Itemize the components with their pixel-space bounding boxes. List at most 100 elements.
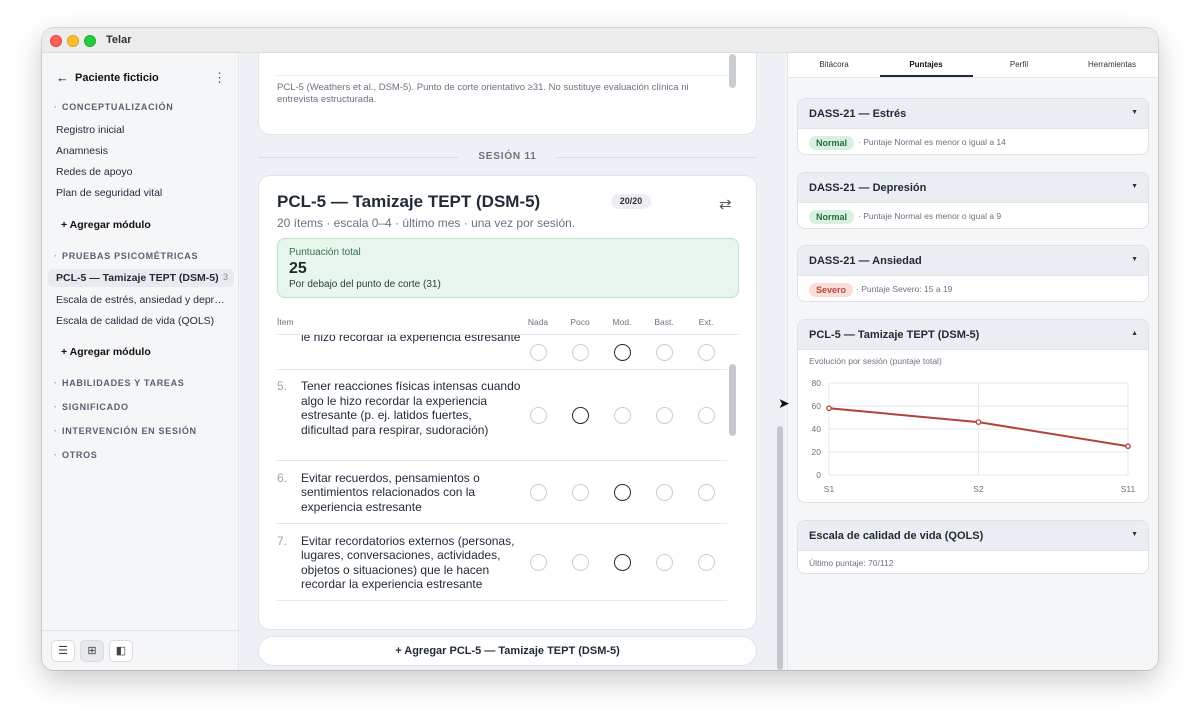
score-description: Por debajo del punto de corte (31) bbox=[289, 279, 441, 290]
minimize-window-button[interactable] bbox=[67, 35, 79, 47]
radio-option[interactable] bbox=[572, 344, 589, 361]
item-text: le hizo recordar la experiencia estresan… bbox=[301, 334, 521, 344]
data-point bbox=[1125, 443, 1131, 450]
table-header: Ítem Nada Poco Mod. Bast. Ext. bbox=[277, 317, 739, 331]
card-header[interactable]: Escala de calidad de vida (QOLS) ▼ bbox=[798, 521, 1148, 551]
radio-option[interactable] bbox=[530, 484, 547, 501]
tab-bitacora[interactable]: Bitácora bbox=[819, 60, 849, 69]
back-arrow-icon[interactable]: ← bbox=[56, 70, 69, 85]
radio-option[interactable] bbox=[572, 554, 589, 571]
bullet-icon: · bbox=[54, 450, 58, 460]
radio-option[interactable] bbox=[656, 554, 673, 571]
status-badge: Normal bbox=[809, 136, 855, 150]
radio-option[interactable] bbox=[698, 344, 715, 361]
sidebar-item-pcl5[interactable]: PCL-5 — Tamizaje TEPT (DSM-5) 3 bbox=[48, 269, 234, 287]
section-otros[interactable]: · OTROS bbox=[54, 450, 98, 460]
x-tick-label: S11 bbox=[1121, 484, 1136, 494]
main-scrollbar[interactable] bbox=[777, 426, 783, 670]
chart-caption: Evolución por sesión (puntaje total) bbox=[809, 356, 942, 366]
radio-option[interactable] bbox=[698, 554, 715, 571]
sidebar: ← Paciente ficticio ⋮ · CONCEPTUALIZACIÓN… bbox=[42, 53, 239, 670]
zoom-window-button[interactable] bbox=[84, 35, 96, 47]
card-title: DASS-21 — Depresión bbox=[809, 182, 927, 194]
bullet-icon: · bbox=[54, 378, 58, 388]
swap-icon[interactable]: ⇄ bbox=[719, 196, 732, 213]
previous-card: PCL-5 (Weathers et al., DSM-5). Punto de… bbox=[258, 53, 757, 135]
card-header[interactable]: DASS-21 — Depresión ▼ bbox=[798, 173, 1148, 203]
card-header[interactable]: DASS-21 — Ansiedad ▼ bbox=[798, 246, 1148, 276]
bullet-icon: · bbox=[54, 251, 58, 261]
y-tick-label: 60 bbox=[812, 401, 822, 411]
card-title: PCL-5 — Tamizaje TEPT (DSM-5) bbox=[809, 329, 980, 341]
add-module-button[interactable]: + Agregar módulo bbox=[61, 346, 151, 358]
chevron-down-icon: ▼ bbox=[1131, 256, 1138, 263]
radio-option[interactable] bbox=[614, 407, 631, 424]
section-pruebas-psicometricas[interactable]: · PRUEBAS PSICOMÉTRICAS bbox=[54, 251, 199, 261]
radio-option[interactable] bbox=[530, 554, 547, 571]
tab-perfil[interactable]: Perfil bbox=[1009, 60, 1029, 69]
grid-view-icon[interactable]: ⊞ bbox=[80, 640, 104, 662]
column-header: Poco bbox=[570, 317, 590, 327]
radio-option[interactable] bbox=[698, 407, 715, 424]
bullet-icon: · bbox=[54, 102, 58, 112]
sidebar-item-registro-inicial[interactable]: Registro inicial bbox=[56, 124, 125, 136]
items-scrollbar[interactable] bbox=[729, 364, 736, 436]
radio-option[interactable] bbox=[572, 484, 589, 501]
card-header[interactable]: DASS-21 — Estrés ▼ bbox=[798, 99, 1148, 129]
radio-option[interactable] bbox=[698, 484, 715, 501]
sidebar-item-anamnesis[interactable]: Anamnesis bbox=[56, 145, 108, 157]
chevron-up-icon: ▲ bbox=[1131, 330, 1138, 337]
card-header[interactable]: PCL-5 — Tamizaje TEPT (DSM-5) ▲ bbox=[798, 320, 1148, 350]
score-meta: · Puntaje Normal es menor o igual a 14 bbox=[858, 137, 1006, 147]
section-habilidades[interactable]: · HABILIDADES Y TAREAS bbox=[54, 378, 185, 388]
radio-option[interactable] bbox=[614, 344, 631, 361]
right-panel: Bitácora Puntajes Perfil Herramientas DA… bbox=[787, 53, 1158, 670]
score-card-qols: Escala de calidad de vida (QOLS) ▼ Últim… bbox=[797, 520, 1149, 574]
radio-option[interactable] bbox=[572, 407, 589, 424]
score-value: 25 bbox=[289, 260, 307, 277]
x-tick-label: S1 bbox=[824, 484, 835, 494]
add-module-button[interactable]: + Agregar módulo bbox=[61, 219, 151, 231]
previous-note: PCL-5 (Weathers et al., DSM-5). Punto de… bbox=[277, 82, 689, 105]
add-assessment-button[interactable]: + Agregar PCL-5 — Tamizaje TEPT (DSM-5) bbox=[258, 636, 757, 666]
radio-option[interactable] bbox=[656, 407, 673, 424]
y-tick-label: 80 bbox=[812, 378, 822, 388]
section-intervencion[interactable]: · INTERVENCIÓN EN SESIÓN bbox=[54, 426, 197, 436]
tab-herramientas[interactable]: Herramientas bbox=[1087, 60, 1136, 69]
section-significado[interactable]: · SIGNIFICADO bbox=[54, 402, 129, 412]
sidebar-item-plan-seguridad[interactable]: Plan de seguridad vital bbox=[56, 187, 163, 199]
progress-badge: 20/20 bbox=[611, 194, 651, 209]
table-row: 6. Evitar recuerdos, pensamientos o senti… bbox=[277, 461, 727, 524]
item-text: Tener reacciones físicas intensas cuando… bbox=[301, 379, 521, 437]
radio-option[interactable] bbox=[656, 344, 673, 361]
score-card-estres: DASS-21 — Estrés ▼ Normal · Puntaje Norm… bbox=[797, 98, 1149, 155]
more-options-icon[interactable]: ⋮ bbox=[213, 70, 226, 85]
sidebar-item-qols[interactable]: Escala de calidad de vida (QOLS) bbox=[56, 315, 215, 327]
column-header: Mod. bbox=[612, 317, 632, 327]
section-conceptualizacion[interactable]: · CONCEPTUALIZACIÓN bbox=[54, 102, 174, 112]
list-view-icon[interactable]: ☰ bbox=[51, 640, 75, 662]
items-list: le hizo recordar la experiencia estresan… bbox=[277, 334, 739, 604]
sidebar-item-dass21[interactable]: Escala de estrés, ansiedad y depresión (… bbox=[56, 294, 228, 306]
patient-name: Paciente ficticio bbox=[75, 72, 159, 84]
radio-option[interactable] bbox=[656, 484, 673, 501]
radio-option[interactable] bbox=[614, 554, 631, 571]
radio-option[interactable] bbox=[614, 484, 631, 501]
y-tick-label: 40 bbox=[812, 424, 822, 434]
tab-puntajes[interactable]: Puntajes bbox=[909, 60, 943, 69]
chevron-down-icon: ▼ bbox=[1131, 183, 1138, 190]
session-label: SESIÓN 11 bbox=[258, 151, 757, 165]
assessment-card: PCL-5 — Tamizaje TEPT (DSM-5) 20/20 ⇄ 20… bbox=[258, 175, 757, 630]
score-meta: Último puntaje: 70/112 bbox=[809, 558, 894, 568]
sidebar-item-redes-de-apoyo[interactable]: Redes de apoyo bbox=[56, 166, 133, 178]
patient-header: ← Paciente ficticio ⋮ bbox=[56, 70, 226, 87]
app-window: Telar ← Paciente ficticio ⋮ · CONCEPTUALI… bbox=[42, 28, 1158, 670]
radio-option[interactable] bbox=[530, 407, 547, 424]
scrollbar[interactable] bbox=[729, 54, 736, 88]
sidebar-toggle-icon[interactable]: ◧ bbox=[109, 640, 133, 662]
radio-option[interactable] bbox=[530, 344, 547, 361]
view-toggle-bar: ☰ ⊞ ◧ bbox=[42, 630, 239, 670]
close-window-button[interactable] bbox=[50, 35, 62, 47]
score-card-depresion: DASS-21 — Depresión ▼ Normal · Puntaje N… bbox=[797, 172, 1149, 229]
chevron-down-icon: ▼ bbox=[1131, 531, 1138, 538]
